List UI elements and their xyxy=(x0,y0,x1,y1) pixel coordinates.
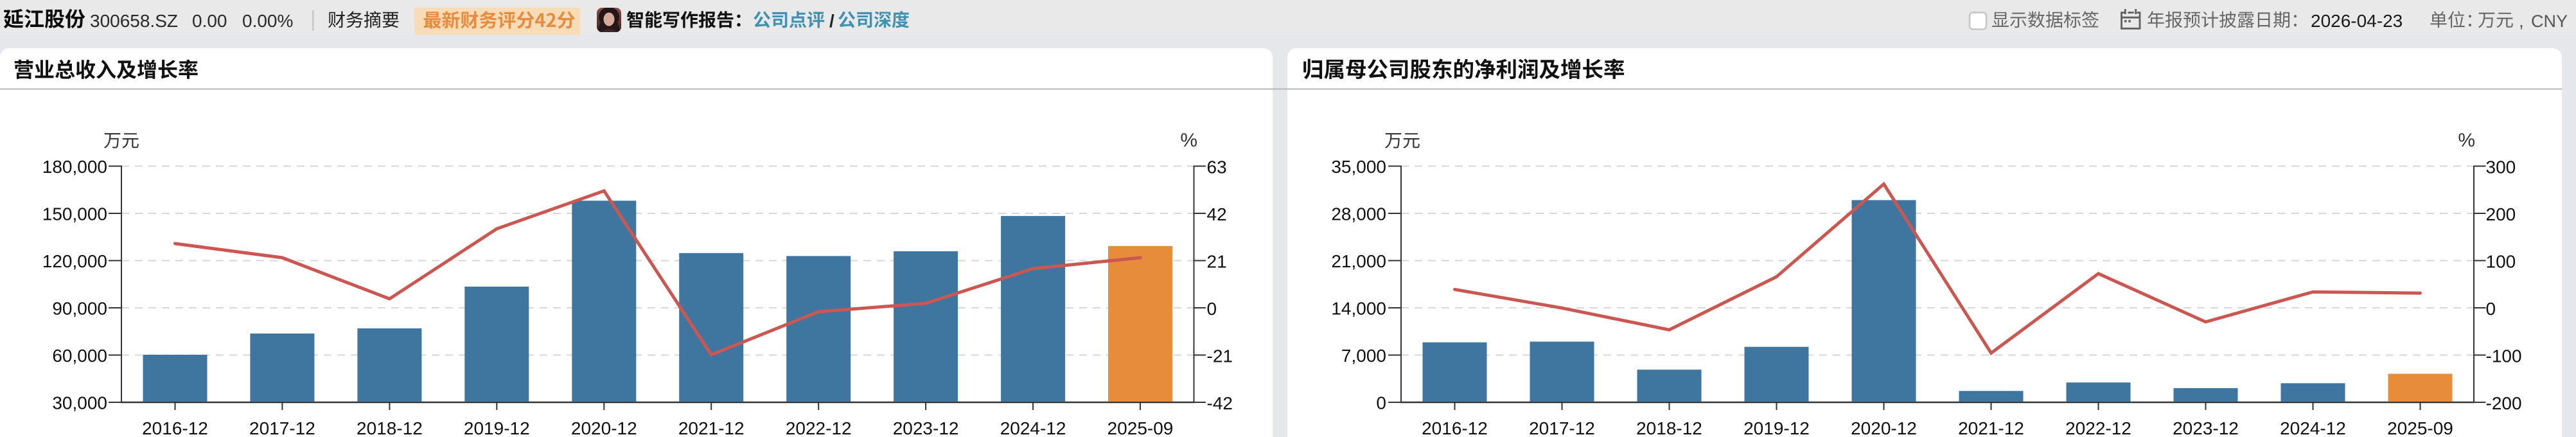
svg-text:2025-09: 2025-09 xyxy=(1107,418,1174,437)
svg-text:150,000: 150,000 xyxy=(42,204,107,224)
svg-text:-21: -21 xyxy=(1207,346,1233,366)
svg-text:35,000: 35,000 xyxy=(1331,157,1386,177)
svg-text:30,000: 30,000 xyxy=(52,393,107,413)
svg-text:%: % xyxy=(2458,130,2475,151)
svg-text:2016-12: 2016-12 xyxy=(142,418,208,437)
svg-text:0.00: 0.00 xyxy=(192,11,227,31)
svg-text:2016-12: 2016-12 xyxy=(1422,418,1488,437)
svg-text:2018-12: 2018-12 xyxy=(1636,418,1702,437)
svg-text:0.00%: 0.00% xyxy=(242,11,293,31)
svg-text:%: % xyxy=(1180,130,1197,151)
svg-text:2019-12: 2019-12 xyxy=(1743,418,1810,437)
svg-text:2025-09: 2025-09 xyxy=(2387,418,2453,437)
svg-text:CNY: CNY xyxy=(2531,12,2568,31)
svg-text:90,000: 90,000 xyxy=(52,299,107,319)
svg-text:2022-12: 2022-12 xyxy=(2065,418,2131,437)
svg-text:2021-12: 2021-12 xyxy=(1958,418,2024,437)
svg-text:300: 300 xyxy=(2486,157,2516,177)
svg-text:2020-12: 2020-12 xyxy=(1851,418,1917,437)
svg-text:60,000: 60,000 xyxy=(52,346,107,366)
svg-text:2022-12: 2022-12 xyxy=(786,418,852,437)
svg-text:,: , xyxy=(2519,11,2524,31)
svg-text:2024-12: 2024-12 xyxy=(2280,418,2346,437)
svg-text:-100: -100 xyxy=(2486,346,2522,366)
svg-text:300658.SZ: 300658.SZ xyxy=(90,11,178,31)
svg-text:14,000: 14,000 xyxy=(1331,299,1386,319)
svg-text:2017-12: 2017-12 xyxy=(1529,418,1595,437)
svg-text:7,000: 7,000 xyxy=(1341,346,1386,366)
svg-text:0: 0 xyxy=(1207,299,1217,319)
svg-text:2026-04-23: 2026-04-23 xyxy=(2311,11,2403,31)
svg-text:-42: -42 xyxy=(1207,393,1233,413)
svg-text:28,000: 28,000 xyxy=(1331,204,1386,224)
svg-text:21: 21 xyxy=(1207,252,1227,272)
svg-text:120,000: 120,000 xyxy=(42,251,107,271)
svg-text:2020-12: 2020-12 xyxy=(571,418,637,437)
svg-text:2017-12: 2017-12 xyxy=(249,418,315,437)
svg-text:/: / xyxy=(829,11,834,31)
svg-text:2019-12: 2019-12 xyxy=(464,418,530,437)
svg-text:2018-12: 2018-12 xyxy=(357,418,423,437)
svg-text:21,000: 21,000 xyxy=(1331,251,1386,271)
svg-text:0: 0 xyxy=(1376,393,1386,413)
svg-text:180,000: 180,000 xyxy=(42,157,107,177)
svg-text:63: 63 xyxy=(1207,157,1227,177)
svg-text:2023-12: 2023-12 xyxy=(2173,418,2239,437)
svg-text:200: 200 xyxy=(2486,204,2516,224)
svg-text:-200: -200 xyxy=(2486,393,2522,413)
svg-text:2024-12: 2024-12 xyxy=(1000,418,1066,437)
svg-text:42: 42 xyxy=(1207,204,1227,224)
svg-text:2023-12: 2023-12 xyxy=(893,418,959,437)
svg-text:100: 100 xyxy=(2486,252,2516,272)
svg-text:2021-12: 2021-12 xyxy=(678,418,745,437)
svg-text:0: 0 xyxy=(2486,299,2496,319)
